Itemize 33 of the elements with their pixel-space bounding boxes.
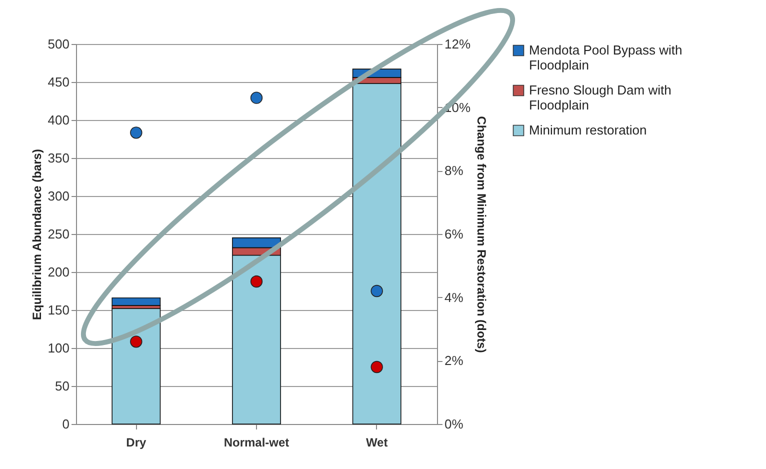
- y-tick-label: 50: [55, 378, 70, 394]
- y-axis-title: Equilibrium Abundance (bars): [30, 149, 44, 320]
- point: [370, 284, 383, 298]
- bar: [112, 308, 161, 424]
- point: [250, 275, 263, 288]
- y-tick-label: 100: [48, 340, 70, 356]
- x-tick-label: Dry: [126, 436, 146, 450]
- y2-tick-label: 4%: [444, 290, 464, 305]
- point: [370, 360, 383, 374]
- point: [250, 92, 263, 104]
- y-tick-label: 150: [48, 302, 70, 318]
- y2-tick-label: 12%: [444, 36, 471, 52]
- y-tick-label: 200: [48, 264, 70, 280]
- bar: [112, 297, 161, 306]
- y2-tick-label: 0%: [444, 416, 464, 432]
- y-tick-label: 450: [48, 74, 70, 90]
- legend-label: Mendota Pool Bypass with Floodplain: [529, 42, 682, 72]
- y-tick-label: 0: [62, 416, 70, 432]
- y-tick-label: 300: [48, 188, 70, 204]
- y-tick-label: 500: [48, 36, 70, 52]
- y2-tick-label: 6%: [444, 226, 464, 242]
- point: [130, 126, 142, 139]
- y-tick-label: 350: [48, 150, 70, 166]
- y-tick-label: 250: [48, 226, 70, 242]
- y2-tick-label: 2%: [444, 353, 464, 368]
- legend-label: Fresno Slough Dam with Floodplain: [529, 82, 672, 112]
- y-tick-label: 400: [48, 112, 70, 128]
- legend-label: Minimum restoration: [529, 122, 647, 138]
- y2-tick-label: 8%: [444, 163, 464, 178]
- x-tick-label: Wet: [366, 436, 388, 450]
- x-tick-label: Normal-wet: [224, 436, 290, 450]
- point: [130, 336, 142, 348]
- y2-axis-title: Change from Minimum Restoration (dots): [474, 116, 489, 353]
